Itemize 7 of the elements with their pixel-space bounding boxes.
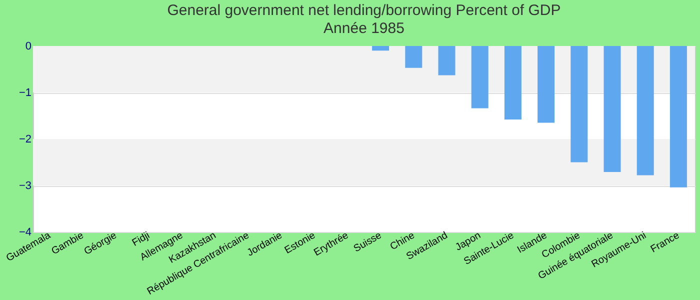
y-tick-label: −3 (18, 180, 32, 192)
y-tick-label: −1 (18, 87, 32, 99)
chart-title: General government net lending/borrowing Percent of GDP (167, 2, 561, 19)
y-tick-label: −4 (18, 226, 32, 238)
y-tick-label: −2 (18, 134, 32, 146)
chart-subtitle: Année 1985 (324, 20, 404, 37)
y-tick-label: 0 (25, 40, 32, 52)
